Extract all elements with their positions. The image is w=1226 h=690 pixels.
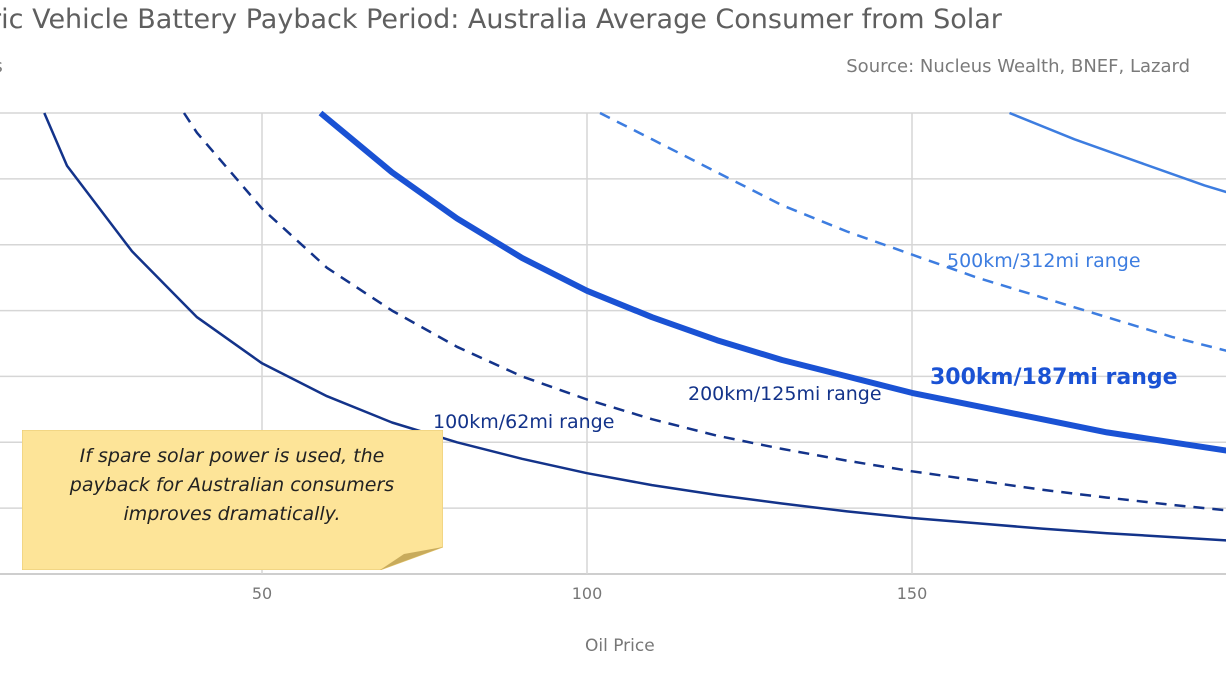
series-line-3 (318, 110, 1226, 454)
sticky-note-text: If spare solar power is used, the paybac… (69, 445, 395, 525)
source-note: Source: Nucleus Wealth, BNEF, Lazard (846, 56, 1190, 77)
series-line-2 (182, 112, 1226, 512)
series-label-2: 200km/125mi range (688, 383, 882, 405)
series-label-1: 100km/62mi range (433, 411, 614, 433)
series-labels: 100km/62mi range 200km/125mi range 300km/1… (433, 250, 1178, 433)
y-axis-unit-fragment: rs (0, 56, 3, 77)
series-label-3: 300km/187mi range (930, 365, 1178, 390)
series-line-1 (43, 112, 1226, 542)
series-line-4 (599, 111, 1226, 352)
series-line-5 (1009, 111, 1226, 194)
chart-title: ectric Vehicle Battery Payback Period: A… (0, 4, 1002, 35)
x-tick-label: 50 (251, 584, 273, 603)
series-label-4: 500km/312mi range (947, 250, 1141, 272)
series-lines (43, 110, 1226, 542)
sticky-note: If spare solar power is used, the paybac… (22, 430, 443, 570)
sticky-note-background (22, 430, 443, 570)
x-tick-label: 100 (571, 584, 603, 603)
x-tick-label: 150 (896, 584, 928, 603)
x-axis-label: Oil Price (585, 636, 655, 656)
